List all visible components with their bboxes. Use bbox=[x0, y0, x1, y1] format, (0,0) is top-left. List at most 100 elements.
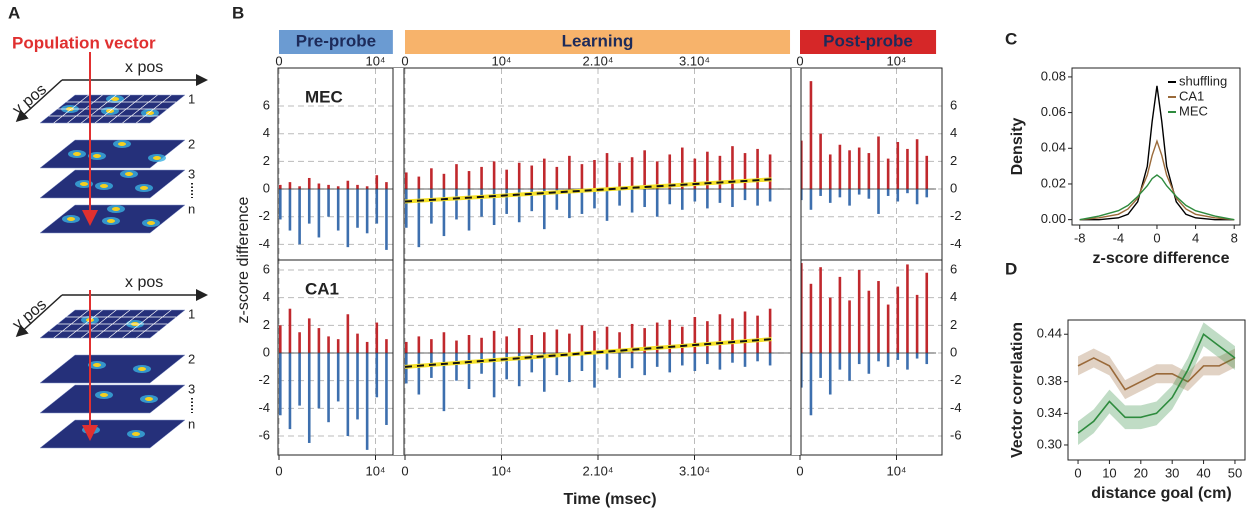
bar bbox=[542, 158, 546, 190]
layer-label: 1 bbox=[188, 306, 195, 321]
bar bbox=[886, 353, 890, 367]
x-tick-label: 20 bbox=[1134, 465, 1148, 480]
bar bbox=[455, 189, 458, 220]
phase-gap bbox=[393, 68, 404, 455]
bar bbox=[886, 158, 890, 190]
bar bbox=[555, 166, 559, 190]
bar bbox=[838, 189, 842, 198]
y-tick-label: -6 bbox=[258, 427, 270, 442]
y-tick-label: 4 bbox=[263, 289, 270, 304]
bar bbox=[896, 286, 900, 354]
phase-title: Post-probe bbox=[823, 31, 913, 50]
bar bbox=[756, 353, 759, 362]
bar bbox=[756, 189, 759, 206]
bar bbox=[643, 189, 646, 208]
bar bbox=[492, 330, 496, 354]
bar bbox=[455, 340, 458, 354]
bar bbox=[605, 189, 609, 221]
bar bbox=[288, 353, 292, 430]
bar bbox=[915, 294, 919, 354]
x-axis-label: x pos bbox=[125, 59, 163, 76]
bar bbox=[307, 318, 311, 354]
x-tick-label: 10⁴ bbox=[491, 53, 511, 68]
bar bbox=[288, 189, 292, 231]
bar bbox=[668, 353, 672, 373]
bar bbox=[365, 186, 369, 190]
firing-field bbox=[132, 432, 140, 436]
bar bbox=[480, 189, 483, 217]
firing-field bbox=[67, 217, 75, 221]
bar bbox=[298, 189, 301, 245]
bar bbox=[838, 276, 842, 354]
y-tick-label: -6 bbox=[950, 427, 962, 442]
bar bbox=[643, 328, 646, 354]
y-tick-label: -4 bbox=[258, 400, 270, 415]
bar bbox=[618, 162, 621, 190]
bar bbox=[467, 189, 471, 231]
bar bbox=[630, 353, 634, 369]
y-tick-label: 4 bbox=[950, 125, 957, 140]
firing-field bbox=[111, 97, 119, 101]
y-tick-label: 0 bbox=[950, 344, 957, 359]
bar bbox=[768, 189, 772, 202]
bar bbox=[530, 335, 534, 354]
bar bbox=[680, 147, 684, 190]
bar bbox=[756, 315, 759, 354]
bar bbox=[655, 161, 659, 190]
firing-field bbox=[93, 154, 101, 158]
bar bbox=[375, 353, 379, 398]
firing-field bbox=[145, 397, 153, 401]
bar bbox=[505, 189, 508, 214]
y-tick-label: -4 bbox=[258, 236, 270, 251]
bar bbox=[336, 339, 340, 354]
bar bbox=[618, 189, 621, 206]
bar bbox=[693, 353, 697, 371]
bar bbox=[517, 162, 521, 190]
x-tick-label: 10⁴ bbox=[365, 463, 385, 478]
y-axis-label: y pos bbox=[10, 81, 50, 119]
bar bbox=[288, 308, 292, 354]
bar bbox=[925, 353, 929, 365]
layer-label: 1 bbox=[188, 91, 195, 106]
x-tick-label: 3.10⁴ bbox=[679, 463, 710, 478]
bar bbox=[668, 189, 672, 205]
x-tick-label: 30 bbox=[1165, 465, 1179, 480]
bar bbox=[668, 319, 672, 354]
bar bbox=[530, 189, 534, 212]
bar bbox=[517, 328, 521, 354]
x-tick-label: 0 bbox=[275, 463, 282, 478]
bar bbox=[630, 189, 634, 213]
bar bbox=[327, 184, 330, 190]
bar bbox=[430, 189, 433, 224]
bar bbox=[906, 148, 909, 190]
y-tick-label: 0.38 bbox=[1037, 373, 1062, 388]
bar bbox=[405, 172, 408, 190]
layer-label: 3 bbox=[188, 381, 195, 396]
y-tick-label: 0.04 bbox=[1041, 140, 1066, 155]
bar bbox=[867, 153, 871, 190]
bar bbox=[828, 297, 832, 354]
bar bbox=[568, 189, 571, 219]
x-tick-label: 2.10⁴ bbox=[583, 463, 614, 478]
bar bbox=[896, 142, 900, 190]
bar bbox=[492, 353, 496, 398]
bar bbox=[317, 189, 321, 238]
bar bbox=[655, 322, 659, 354]
bar bbox=[307, 353, 311, 443]
bar bbox=[743, 189, 747, 201]
map-layer bbox=[39, 419, 186, 449]
bar bbox=[327, 336, 330, 354]
panel-label: C bbox=[1005, 29, 1017, 48]
bar bbox=[618, 332, 621, 354]
y-tick-label: 6 bbox=[950, 97, 957, 112]
bar bbox=[643, 353, 646, 376]
bar bbox=[442, 189, 446, 237]
bar bbox=[417, 336, 421, 354]
plot-frame bbox=[1067, 319, 1246, 461]
legend-label: shuffling bbox=[1179, 73, 1227, 88]
bar bbox=[886, 304, 890, 354]
bar bbox=[857, 353, 861, 365]
axis bbox=[15, 79, 63, 123]
bar bbox=[630, 157, 634, 190]
phase-header bbox=[405, 30, 791, 54]
